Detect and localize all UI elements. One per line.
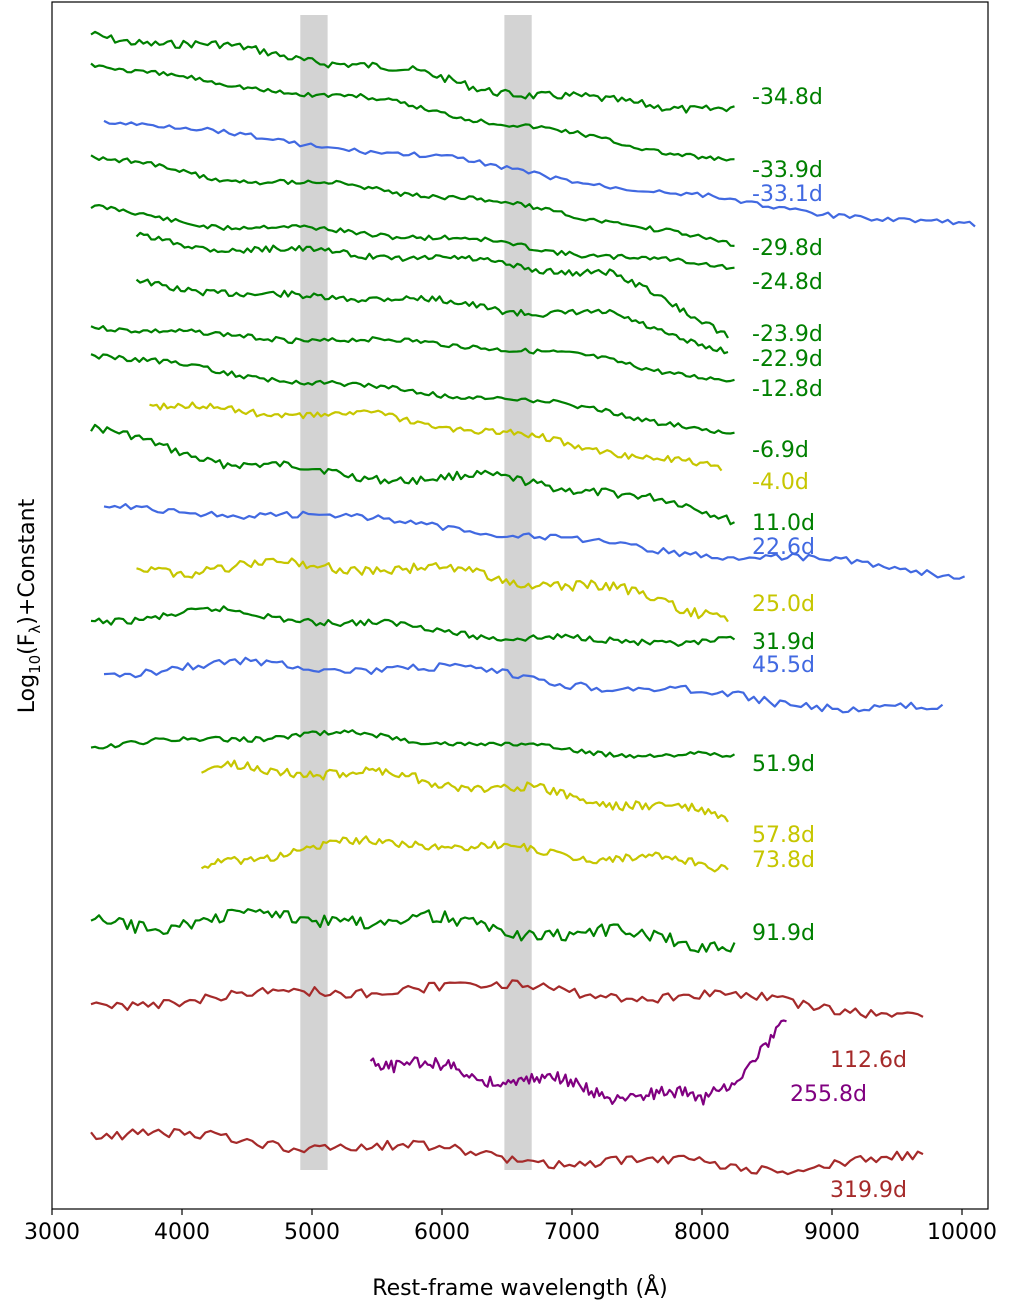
x-tick-label: 3000: [24, 1220, 80, 1245]
x-tick-label: 9000: [804, 1220, 860, 1245]
epoch-label-91.9d: 91.9d: [752, 921, 815, 946]
epoch-label-319.9d: 319.9d: [830, 1178, 907, 1203]
spectrum-11.0d: [90, 423, 735, 526]
y-axis-label: Log10(Fλ)+Constant: [15, 498, 44, 713]
spectrum-91.9d: [90, 908, 736, 954]
epoch-label--33.9d: -33.9d: [752, 158, 823, 183]
epoch-label-22.6d: 22.6d: [752, 535, 815, 560]
spectrum--29.8d: [90, 154, 735, 247]
epoch-label--29.8d: -29.8d: [752, 236, 823, 261]
epoch-labels: -34.8d -33.9d-33.1d -29.8d -24.8d -23.9d-22.…: [752, 85, 907, 1203]
epoch-label-45.5d: 45.5d: [752, 653, 815, 678]
spectrum-25.0d: [136, 557, 729, 623]
epoch-label-73.8d: 73.8d: [752, 848, 815, 873]
spectrum-57.8d: [201, 759, 729, 823]
spectrum-22.6d: [103, 503, 966, 580]
epoch-label-31.9d: 31.9d: [752, 630, 815, 655]
spectrum--33.9d: [90, 62, 735, 162]
spectrum-51.9d: [90, 729, 736, 759]
x-tick-label: 6000: [414, 1220, 470, 1245]
shaded-bands: [300, 15, 532, 1170]
spectrum-112.6d: [90, 979, 924, 1019]
x-tick-label: 7000: [544, 1220, 600, 1245]
epoch-label-112.6d: 112.6d: [830, 1048, 907, 1073]
spectrum--12.8d: [90, 325, 735, 383]
spectrum--34.8d: [90, 30, 735, 114]
epoch-label--23.9d: -23.9d: [752, 322, 823, 347]
epoch-label-51.9d: 51.9d: [752, 752, 815, 777]
plot-frame: [51, 1, 989, 1210]
spectra-series: [90, 30, 976, 1176]
x-tick-label: 10000: [927, 1220, 997, 1245]
epoch-label--4.0d: -4.0d: [752, 470, 809, 495]
spectrum--24.8d: [90, 204, 735, 270]
spectrum--23.9d: [135, 231, 729, 339]
spectrum--33.1d: [103, 119, 976, 228]
spectrum--6.9d: [90, 353, 735, 435]
x-tick-label: 4000: [154, 1220, 210, 1245]
shaded-band-0: [300, 15, 328, 1170]
spectrum-45.5d: [103, 656, 944, 714]
x-tick-label: 8000: [674, 1220, 730, 1245]
epoch-label--34.8d: -34.8d: [752, 85, 823, 110]
x-tick-label: 5000: [284, 1220, 340, 1245]
x-axis-ticks: 3000 4000 5000 6000 7000 8000 9000 10000: [24, 1209, 997, 1245]
epoch-label-11.0d: 11.0d: [752, 511, 815, 536]
epoch-label--22.9d: -22.9d: [752, 347, 823, 372]
x-axis-label: Rest-frame wavelength (Å): [372, 1274, 667, 1301]
spectrum--22.9d: [135, 278, 729, 355]
spectrum-31.9d: [90, 605, 736, 647]
spectrum-255.8d: [369, 1019, 787, 1106]
shaded-band-1: [504, 15, 532, 1170]
epoch-label--24.8d: -24.8d: [752, 270, 823, 295]
spectrum--4.0d: [149, 401, 723, 472]
epoch-label--12.8d: -12.8d: [752, 377, 823, 402]
epoch-label-255.8d: 255.8d: [790, 1082, 867, 1107]
epoch-label--33.1d: -33.1d: [752, 182, 823, 207]
epoch-label-25.0d: 25.0d: [752, 592, 815, 617]
spectrum-73.8d: [200, 835, 729, 873]
epoch-label--6.9d: -6.9d: [752, 438, 809, 463]
spectrum-319.9d: [90, 1128, 924, 1176]
epoch-label-57.8d: 57.8d: [752, 823, 815, 848]
